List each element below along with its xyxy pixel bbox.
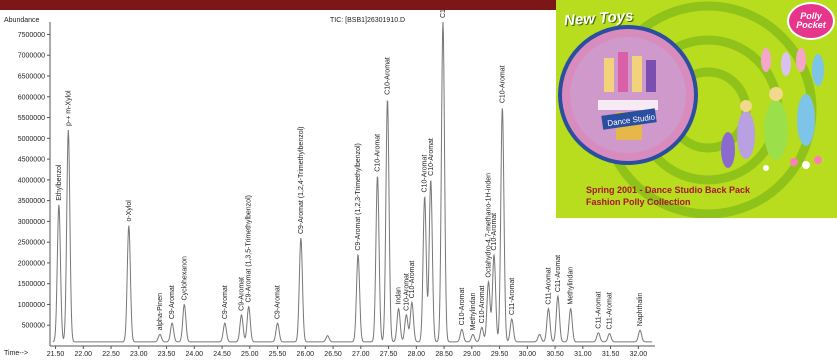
toy-ad-artwork: Dance Studio — [556, 0, 837, 218]
peak-label: C11-Aromat — [555, 255, 562, 292]
peak-label: C9-Aromat — [222, 285, 229, 319]
peak-label: Ethylbenzol — [56, 164, 63, 201]
x-tick-label: 26.00 — [297, 351, 315, 358]
x-tick-label: 21.50 — [47, 351, 65, 358]
peak-label: C10-Aromat — [428, 138, 435, 176]
peak-label: C9-Aromat (1,2,4-Trimethylbenzol) — [298, 127, 305, 235]
peak-label: Octahydro-4,7-methano-1H-inden — [485, 173, 492, 278]
peak-label: C10-Aromat — [491, 213, 498, 251]
x-tick-label: 32.00 — [630, 351, 648, 358]
doll-figures — [721, 48, 824, 171]
peak-label: C10-Aromat — [403, 273, 410, 311]
x-tick-label: 30.50 — [546, 351, 564, 358]
peak-label: C11-Aromat — [595, 291, 602, 328]
peak-label: C10-Aromat — [422, 155, 429, 193]
peak-label: C9-Aromat — [275, 285, 282, 319]
y-tick-label: 5500000 — [18, 115, 45, 122]
peak-label: C10-Aromat — [409, 261, 416, 299]
y-tick-label: 3000000 — [18, 219, 45, 226]
peak-label: C9-Aromat (1,3,5-Trimethylbenzol) — [246, 195, 253, 303]
x-tick-label: 23.50 — [158, 351, 176, 358]
x-tick-label: 24.50 — [213, 351, 231, 358]
x-tick-label: 31.50 — [602, 351, 620, 358]
peak-label: C9-Aromat — [169, 285, 176, 319]
peak-label: C11-Aromat — [606, 292, 613, 329]
peak-label: C11-Aromat — [509, 278, 516, 315]
x-tick-label: 27.50 — [380, 351, 398, 358]
x-tick-label: 30.00 — [519, 351, 537, 358]
x-tick-label: 26.50 — [324, 351, 342, 358]
top-bar — [0, 0, 837, 10]
toy-caption-line-2: Fashion Polly Collection — [586, 197, 691, 207]
x-tick-label: 25.00 — [241, 351, 259, 358]
peak-label: C10-Aromat — [459, 288, 466, 326]
y-tick-label: 1500000 — [18, 281, 45, 288]
x-tick-label: 29.00 — [463, 351, 481, 358]
peak-label: alpha-Pinen — [157, 293, 164, 330]
x-tick-label: 24.00 — [186, 351, 204, 358]
chromatogram-chart: TIC: [BSB1]26301910.D Abundance Time--> … — [4, 10, 655, 358]
peak-labels: Ethylbenzol p-+ m-Xylol o-Xylol alpha-Pinen… — [56, 10, 644, 330]
x-ticks: 21.50 22.00 22.50 23.00 23.50 24.00 24.50 25.00… — [47, 346, 647, 358]
peak-label: C10-Aromat — [374, 134, 381, 172]
peak-label: Methylindan — [568, 267, 575, 305]
x-tick-label: 28.50 — [435, 351, 453, 358]
y-tick-label: 3500000 — [18, 198, 45, 205]
y-tick-label: 2500000 — [18, 240, 45, 247]
peak-label: Cyclohexanon — [181, 256, 188, 300]
x-tick-label: 31.00 — [574, 351, 592, 358]
polly-pocket-logo: Polly Pocket — [789, 4, 833, 38]
y-tick-label: 2000000 — [18, 260, 45, 267]
chart-title: TIC: [BSB1]26301910.D — [330, 17, 405, 24]
y-tick-label: 7500000 — [18, 32, 45, 39]
chromatogram-trace — [52, 22, 653, 343]
peak-label: C9-Aromat (1,2,3-Trimethylbenzol) — [355, 143, 362, 251]
y-tick-label: 7000000 — [18, 53, 45, 60]
y-tick-label: 5000000 — [18, 136, 45, 143]
peak-label: p-+ m-Xylol — [65, 90, 72, 126]
y-tick-label: 6500000 — [18, 74, 45, 81]
peak-label: C10-Aromat — [479, 286, 486, 324]
x-tick-label: 25.50 — [269, 351, 287, 358]
x-axis-label: Time--> — [4, 350, 28, 357]
peak-label: C11-Aromat — [545, 267, 552, 304]
y-tick-label: 1000000 — [18, 302, 45, 309]
backpack-case — [558, 25, 698, 165]
peak-label: Methylindan — [470, 293, 477, 331]
y-tick-label: 6000000 — [18, 94, 45, 101]
toy-ad-panel: Dance Studio New Toys Polly Pocket Sprin… — [556, 0, 837, 218]
peak-label: C9-Aromat — [238, 277, 245, 311]
toy-caption-line-1: Spring 2001 - Dance Studio Back Pack — [586, 185, 751, 195]
y-tick-label: 500000 — [22, 323, 45, 330]
peak-label: C10-Aromat — [440, 10, 447, 18]
y-ticks: 500000 1000000 1500000 2000000 2500000 300000… — [18, 32, 50, 330]
x-tick-label: 28.00 — [408, 351, 426, 358]
x-tick-label: 29.50 — [491, 351, 509, 358]
peak-label: Indan — [396, 287, 403, 305]
peak-label: o-Xylol — [126, 200, 133, 222]
y-tick-label: 4500000 — [18, 157, 45, 164]
x-tick-label: 23.00 — [130, 351, 148, 358]
peak-label: Naphthalin — [637, 293, 644, 327]
peak-label: C10-Aromat — [384, 57, 391, 95]
y-tick-label: 4000000 — [18, 177, 45, 184]
x-tick-label: 27.00 — [352, 351, 370, 358]
peak-label: C10-Aromat — [499, 65, 506, 103]
x-tick-label: 22.00 — [75, 351, 93, 358]
y-axis-label: Abundance — [4, 17, 40, 24]
x-tick-label: 22.50 — [102, 351, 120, 358]
